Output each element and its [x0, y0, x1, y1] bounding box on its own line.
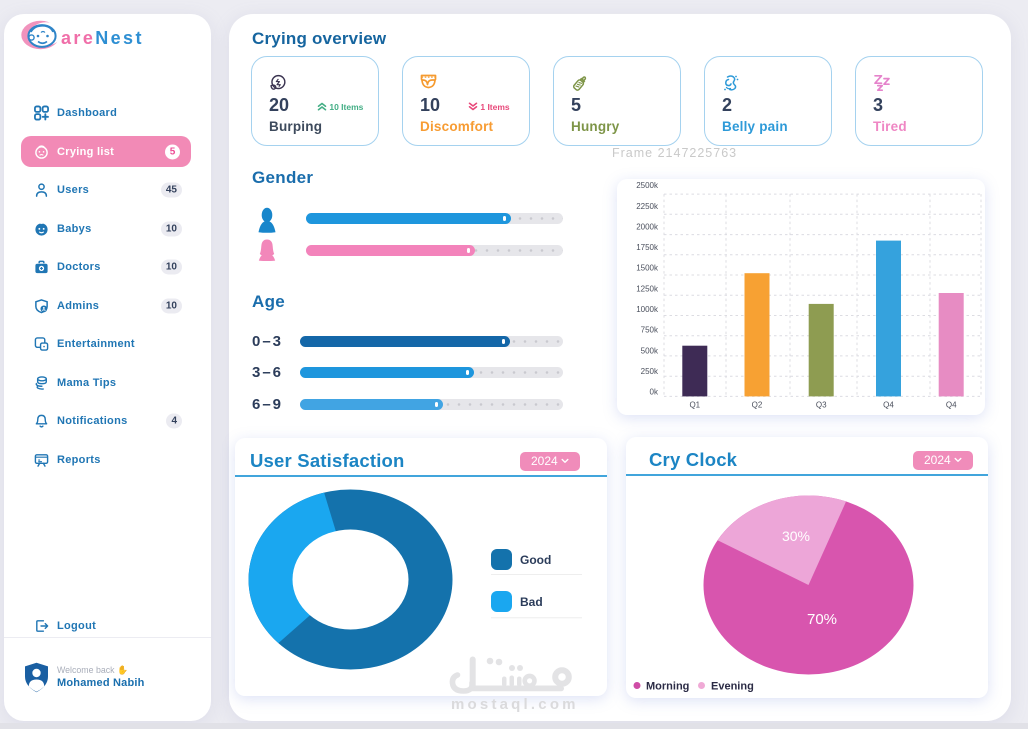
svg-text:Q2: Q2	[752, 401, 763, 410]
svg-text:1250k: 1250k	[636, 284, 659, 293]
svg-text:2500k: 2500k	[636, 181, 659, 190]
svg-text:30%: 30%	[782, 528, 810, 544]
svg-text:500k: 500k	[641, 346, 659, 355]
svg-text:1000k: 1000k	[636, 305, 659, 314]
svg-text:2000k: 2000k	[636, 222, 659, 231]
svg-text:Q1: Q1	[689, 401, 700, 410]
svg-text:750k: 750k	[641, 326, 659, 335]
svg-text:Bad: Bad	[520, 595, 543, 609]
svg-text:1500k: 1500k	[636, 264, 659, 273]
svg-text:mostaql.com: mostaql.com	[451, 696, 579, 713]
svg-text:Q3: Q3	[816, 401, 827, 410]
svg-text:250k: 250k	[641, 367, 659, 376]
svg-text:Morning: Morning	[646, 681, 689, 693]
svg-text:0k: 0k	[650, 388, 659, 397]
svg-text:Q4: Q4	[883, 401, 894, 410]
svg-text:Good: Good	[520, 553, 551, 567]
svg-text:2250k: 2250k	[636, 202, 659, 211]
svg-text:70%: 70%	[807, 611, 837, 628]
svg-text:1750k: 1750k	[636, 243, 659, 252]
svg-text:Q4: Q4	[946, 401, 957, 410]
svg-text:Evening: Evening	[711, 681, 754, 693]
